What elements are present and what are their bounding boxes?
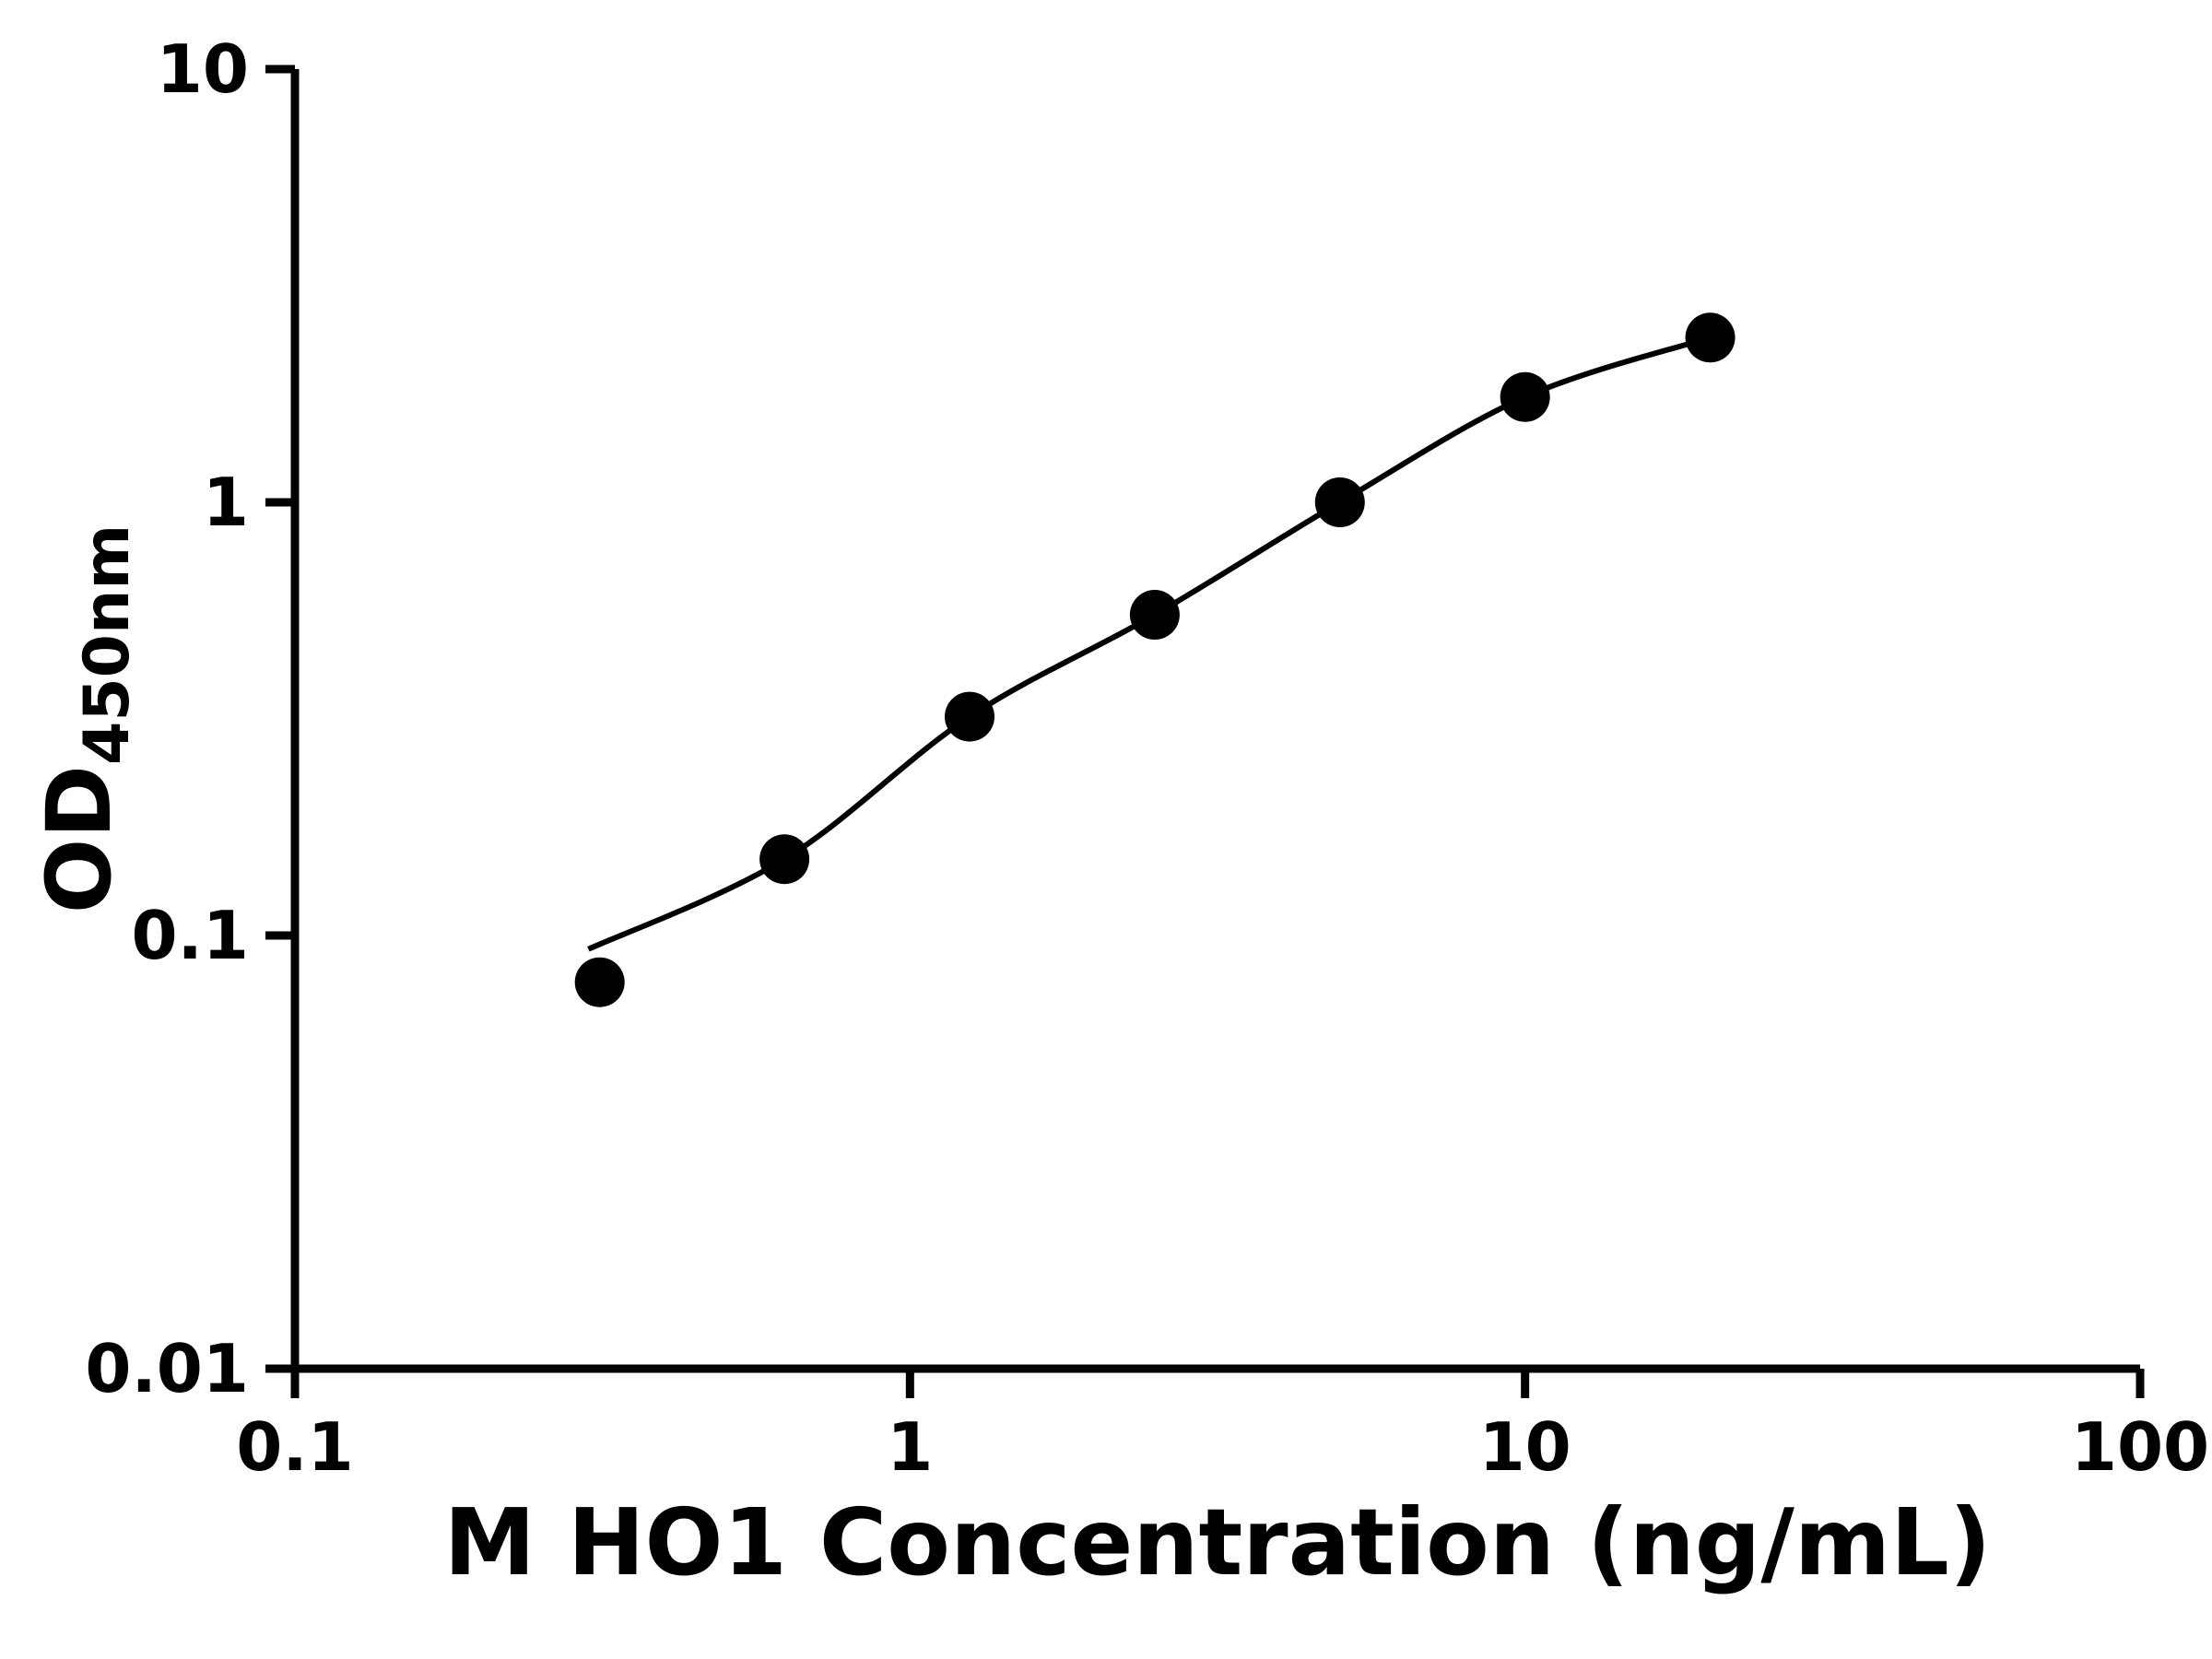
x-tick-label: 100: [2071, 1408, 2209, 1486]
y-axis-title-main: OD: [27, 764, 131, 914]
y-axis-title: OD450nm: [28, 524, 144, 914]
data-point: [945, 691, 995, 742]
x-tick-label: 10: [1479, 1408, 1571, 1486]
data-point: [1685, 312, 1735, 363]
y-tick-label: 1: [203, 464, 249, 541]
y-tick-label: 10: [157, 30, 249, 108]
data-point: [574, 957, 625, 1007]
data-point: [1129, 590, 1180, 641]
y-axis-title-sub: 450nm: [71, 524, 145, 765]
data-point: [1314, 477, 1365, 527]
x-tick-label: 1: [887, 1408, 933, 1486]
data-point: [759, 834, 810, 885]
fit-curve: [587, 335, 1712, 952]
x-axis-title: M HO1 Concentration (ng/mL): [443, 1488, 1992, 1596]
y-tick-label: 0.1: [131, 897, 249, 974]
data-point: [1500, 371, 1550, 422]
x-tick-label: 0.1: [236, 1408, 354, 1486]
y-tick-label: 0.01: [85, 1330, 249, 1407]
